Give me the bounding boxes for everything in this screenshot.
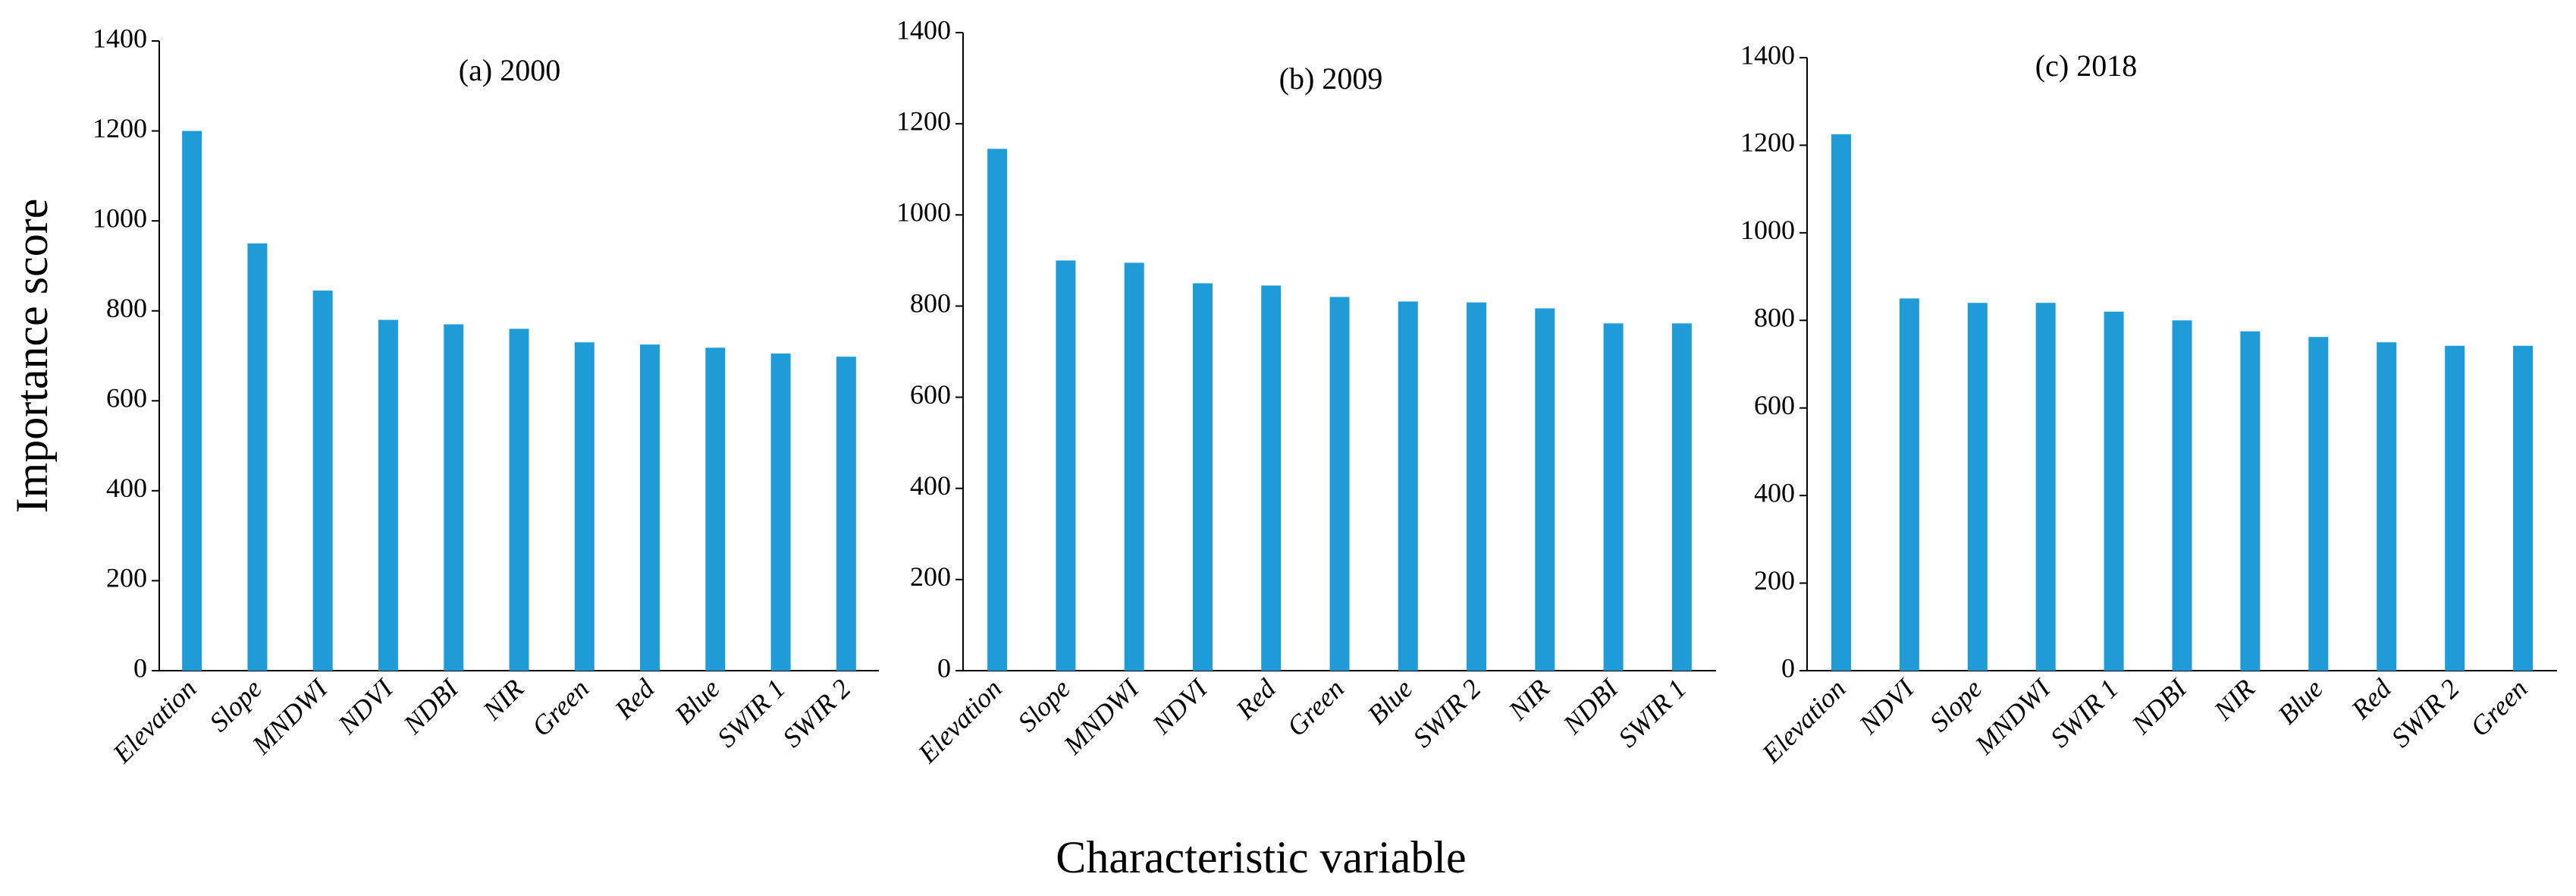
y-tick-label: 400 bbox=[910, 470, 951, 501]
chart-title: (a) 2000 bbox=[459, 53, 560, 87]
bar bbox=[2172, 320, 2192, 671]
chart-title: (c) 2018 bbox=[2035, 49, 2137, 83]
x-tick-label: Elevation bbox=[1756, 673, 1852, 769]
bar bbox=[1329, 297, 1350, 671]
bar bbox=[770, 354, 791, 671]
x-tick-label: Red bbox=[1229, 673, 1282, 725]
x-tick-label: Green bbox=[1281, 673, 1350, 742]
bar bbox=[509, 329, 529, 671]
x-tick-label: MNDWI bbox=[1057, 672, 1146, 761]
x-tick-label: SWIR 1 bbox=[2044, 673, 2124, 753]
x-tick-label: Red bbox=[608, 673, 660, 725]
x-tick-label: SWIR 2 bbox=[2385, 673, 2465, 753]
bar bbox=[987, 149, 1008, 671]
bar bbox=[1192, 283, 1213, 671]
x-tick-label: NDVI bbox=[1146, 672, 1214, 740]
x-tick-label: Slope bbox=[1012, 673, 1076, 737]
x-tick-label: Blue bbox=[2272, 673, 2329, 730]
y-tick-label: 1400 bbox=[93, 23, 147, 53]
bar bbox=[1831, 134, 1851, 671]
x-axis-label: Characteristic variable bbox=[1056, 832, 1466, 882]
x-tick-label: NDBI bbox=[2126, 672, 2194, 740]
y-tick-label: 1400 bbox=[896, 14, 951, 45]
bar bbox=[1398, 301, 1418, 671]
y-tick-label: 400 bbox=[1754, 477, 1795, 508]
x-tick-label: Blue bbox=[669, 673, 726, 730]
x-tick-label: NIR bbox=[2207, 673, 2261, 726]
x-tick-label: Green bbox=[526, 673, 595, 742]
bar bbox=[312, 291, 333, 671]
bar bbox=[444, 324, 464, 671]
bar bbox=[1056, 260, 1076, 671]
bar bbox=[2035, 303, 2056, 671]
bar bbox=[2445, 345, 2465, 671]
x-tick-label: MNDWI bbox=[246, 672, 334, 761]
bar bbox=[2104, 311, 2124, 671]
y-tick-label: 200 bbox=[910, 561, 951, 592]
bar bbox=[182, 130, 202, 671]
y-tick-label: 600 bbox=[1754, 390, 1795, 420]
bar bbox=[247, 243, 268, 671]
x-tick-label: Elevation bbox=[911, 673, 1008, 769]
x-tick-label: Elevation bbox=[106, 673, 202, 769]
y-tick-label: 800 bbox=[1754, 303, 1795, 333]
x-tick-label: SWIR 1 bbox=[1612, 673, 1692, 753]
y-tick-label: 1200 bbox=[896, 105, 951, 136]
x-tick-label: SWIR 2 bbox=[777, 673, 856, 753]
y-tick-label: 0 bbox=[133, 652, 147, 683]
x-tick-label: MNDWI bbox=[1969, 672, 2057, 761]
y-tick-label: 0 bbox=[937, 652, 951, 683]
bar bbox=[836, 357, 856, 671]
y-tick-label: 400 bbox=[106, 473, 147, 503]
bar bbox=[2377, 342, 2397, 671]
y-tick-label: 1200 bbox=[1740, 127, 1795, 158]
y-tick-label: 200 bbox=[106, 563, 147, 593]
bar bbox=[574, 342, 595, 671]
bar bbox=[640, 344, 660, 671]
y-tick-label: 1000 bbox=[1740, 215, 1795, 245]
x-tick-label: Blue bbox=[1361, 673, 1418, 730]
bar bbox=[1124, 263, 1144, 671]
x-tick-label: Red bbox=[2345, 673, 2397, 725]
x-tick-label: NDVI bbox=[1853, 672, 1921, 740]
y-tick-label: 1200 bbox=[93, 113, 147, 143]
bar bbox=[1899, 298, 1919, 671]
bar bbox=[378, 319, 398, 671]
y-tick-label: 1400 bbox=[1740, 39, 1795, 70]
x-tick-label: Green bbox=[2465, 673, 2534, 742]
chart-title: (b) 2009 bbox=[1279, 61, 1383, 96]
x-tick-label: NIR bbox=[1502, 673, 1555, 726]
x-tick-label: NIR bbox=[476, 673, 529, 726]
y-axis-label: Importance score bbox=[7, 199, 57, 514]
x-tick-label: NDBI bbox=[397, 672, 465, 740]
x-tick-label: NDVI bbox=[331, 672, 400, 740]
y-tick-label: 200 bbox=[1754, 565, 1795, 596]
x-tick-label: SWIR 2 bbox=[1407, 673, 1486, 753]
y-tick-label: 800 bbox=[106, 293, 147, 323]
bar bbox=[1467, 302, 1487, 671]
y-tick-label: 600 bbox=[910, 379, 951, 410]
y-tick-label: 1000 bbox=[93, 203, 147, 233]
x-tick-label: SWIR 1 bbox=[711, 673, 791, 753]
bar bbox=[705, 347, 726, 671]
x-tick-label: Slope bbox=[1924, 673, 1988, 737]
bar bbox=[1967, 303, 1988, 671]
y-tick-label: 1000 bbox=[896, 197, 951, 228]
bar bbox=[2240, 331, 2261, 671]
bar bbox=[1535, 308, 1555, 671]
bar bbox=[2308, 337, 2329, 671]
bar bbox=[2513, 345, 2534, 671]
bar bbox=[1671, 323, 1692, 671]
y-tick-label: 800 bbox=[910, 288, 951, 319]
bar bbox=[1603, 323, 1624, 671]
bar bbox=[1261, 285, 1282, 671]
y-tick-label: 600 bbox=[106, 383, 147, 413]
y-tick-label: 0 bbox=[1781, 652, 1795, 683]
